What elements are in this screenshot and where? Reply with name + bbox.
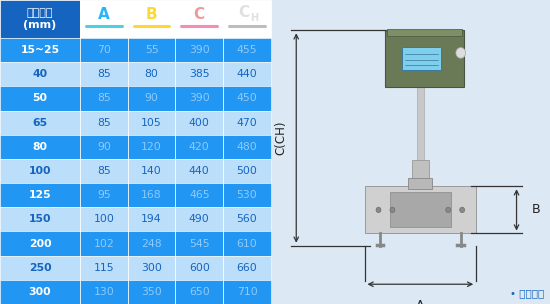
Text: 168: 168 xyxy=(141,190,162,200)
Text: 80: 80 xyxy=(145,69,158,79)
Text: 120: 120 xyxy=(141,142,162,152)
Text: 194: 194 xyxy=(141,214,162,224)
Text: 500: 500 xyxy=(236,166,257,176)
Text: 50: 50 xyxy=(32,93,47,103)
Bar xyxy=(389,192,451,227)
Bar xyxy=(0,38,271,62)
Text: 450: 450 xyxy=(236,93,257,103)
Text: 200: 200 xyxy=(29,239,51,249)
Text: 390: 390 xyxy=(189,45,210,55)
Text: 490: 490 xyxy=(189,214,210,224)
Text: 85: 85 xyxy=(97,118,111,128)
Text: 350: 350 xyxy=(141,287,162,297)
Bar xyxy=(365,186,476,233)
Text: C: C xyxy=(194,7,205,22)
Bar xyxy=(0,159,271,183)
Text: 530: 530 xyxy=(236,190,257,200)
Text: 仪表口径
(mm): 仪表口径 (mm) xyxy=(23,8,57,30)
Text: H: H xyxy=(251,13,258,23)
Text: 115: 115 xyxy=(94,263,114,273)
Bar xyxy=(412,160,428,181)
Text: 90: 90 xyxy=(97,142,111,152)
Text: 480: 480 xyxy=(236,142,257,152)
Bar xyxy=(0,0,80,38)
Text: 650: 650 xyxy=(189,287,210,297)
Text: 300: 300 xyxy=(29,287,51,297)
Text: 130: 130 xyxy=(94,287,114,297)
Ellipse shape xyxy=(446,207,451,213)
Bar xyxy=(386,30,464,87)
Bar xyxy=(0,86,271,111)
Bar xyxy=(0,256,271,280)
Text: 560: 560 xyxy=(236,214,257,224)
Bar xyxy=(128,0,175,38)
Bar xyxy=(0,135,271,159)
Text: 455: 455 xyxy=(236,45,257,55)
Text: 600: 600 xyxy=(189,263,210,273)
Text: 125: 125 xyxy=(29,190,51,200)
Ellipse shape xyxy=(456,48,466,58)
Text: • 常规仪表: • 常规仪表 xyxy=(510,288,544,298)
Bar xyxy=(417,87,424,160)
Text: 400: 400 xyxy=(189,118,210,128)
Text: 140: 140 xyxy=(141,166,162,176)
Text: 80: 80 xyxy=(32,142,47,152)
Bar xyxy=(80,0,128,38)
Text: 105: 105 xyxy=(141,118,162,128)
Text: 85: 85 xyxy=(97,166,111,176)
Text: B: B xyxy=(146,7,157,22)
Bar xyxy=(0,111,271,135)
Bar xyxy=(223,0,271,38)
Text: 65: 65 xyxy=(32,118,47,128)
Ellipse shape xyxy=(460,207,465,213)
Text: 470: 470 xyxy=(236,118,257,128)
Text: 385: 385 xyxy=(189,69,210,79)
Text: 610: 610 xyxy=(236,239,257,249)
Text: 250: 250 xyxy=(29,263,51,273)
Text: 390: 390 xyxy=(189,93,210,103)
Text: 100: 100 xyxy=(94,214,114,224)
Bar xyxy=(409,178,432,189)
Text: 440: 440 xyxy=(189,166,210,176)
Text: 660: 660 xyxy=(236,263,257,273)
Bar xyxy=(402,47,441,70)
Text: 85: 85 xyxy=(97,93,111,103)
Text: 90: 90 xyxy=(145,93,158,103)
Ellipse shape xyxy=(390,207,395,213)
Text: 465: 465 xyxy=(189,190,210,200)
Text: 300: 300 xyxy=(141,263,162,273)
Text: 70: 70 xyxy=(97,45,111,55)
Bar xyxy=(0,183,271,207)
Text: 248: 248 xyxy=(141,239,162,249)
Text: 150: 150 xyxy=(29,214,51,224)
Text: 95: 95 xyxy=(97,190,111,200)
Text: 100: 100 xyxy=(29,166,51,176)
Text: A: A xyxy=(416,299,425,304)
Text: 420: 420 xyxy=(189,142,210,152)
Text: A: A xyxy=(98,7,110,22)
Bar xyxy=(387,29,462,36)
Text: 545: 545 xyxy=(189,239,210,249)
Text: 102: 102 xyxy=(94,239,114,249)
Text: 55: 55 xyxy=(145,45,158,55)
Ellipse shape xyxy=(376,207,381,213)
Text: 440: 440 xyxy=(236,69,257,79)
Text: C: C xyxy=(239,5,250,20)
Text: 710: 710 xyxy=(236,287,257,297)
Bar xyxy=(175,0,223,38)
Bar xyxy=(0,62,271,86)
Text: C(CH): C(CH) xyxy=(274,121,288,155)
Bar xyxy=(0,231,271,256)
Bar xyxy=(0,280,271,304)
Text: 85: 85 xyxy=(97,69,111,79)
Text: B: B xyxy=(532,203,540,216)
Text: 15~25: 15~25 xyxy=(20,45,59,55)
Text: 40: 40 xyxy=(32,69,47,79)
Bar xyxy=(0,207,271,231)
